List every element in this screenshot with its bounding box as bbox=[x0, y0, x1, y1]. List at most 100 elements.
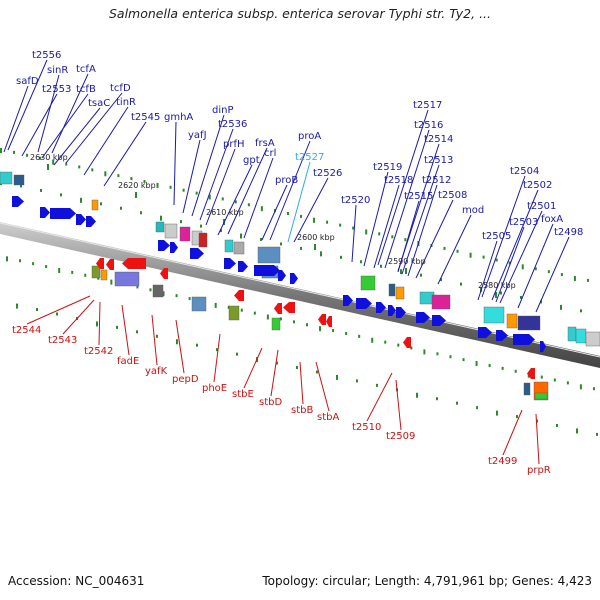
gene-label-t2519[interactable]: t2519 bbox=[373, 162, 402, 173]
forward-gene-arrow[interactable] bbox=[190, 248, 204, 259]
gene-label-t2509[interactable]: t2509 bbox=[386, 431, 415, 442]
gene-feature-block[interactable] bbox=[100, 269, 108, 281]
forward-gene-arrow[interactable] bbox=[86, 216, 96, 227]
gene-label-t2517[interactable]: t2517 bbox=[413, 100, 442, 111]
gene-label-t2544[interactable]: t2544 bbox=[12, 325, 41, 336]
gene-label-t2520[interactable]: t2520 bbox=[341, 195, 370, 206]
gene-label-t2499[interactable]: t2499 bbox=[488, 456, 517, 467]
forward-gene-arrow[interactable] bbox=[513, 334, 535, 345]
gene-label-t2504[interactable]: t2504 bbox=[510, 166, 539, 177]
gene-feature-block[interactable] bbox=[257, 246, 281, 264]
reverse-gene-arrow[interactable] bbox=[122, 258, 146, 269]
gene-label-tcfD[interactable]: tcfD bbox=[110, 83, 131, 94]
gene-label-pepD[interactable]: pepD bbox=[172, 374, 199, 385]
gene-label-proB[interactable]: proB bbox=[275, 175, 298, 186]
gene-label-sinR[interactable]: sinR bbox=[47, 65, 68, 76]
gene-label-t2543[interactable]: t2543 bbox=[48, 335, 77, 346]
reverse-gene-arrow[interactable] bbox=[106, 259, 114, 270]
gene-label-t2503[interactable]: t2503 bbox=[509, 217, 538, 228]
gene-label-foxA[interactable]: foxA bbox=[541, 214, 563, 225]
gene-feature-block[interactable] bbox=[483, 306, 505, 324]
forward-gene-arrow[interactable] bbox=[158, 240, 170, 251]
gene-label-t2514[interactable]: t2514 bbox=[424, 134, 453, 145]
gene-label-frsA[interactable]: frsA bbox=[255, 138, 275, 149]
gene-label-t2536[interactable]: t2536 bbox=[218, 119, 247, 130]
gene-feature-block[interactable] bbox=[91, 265, 101, 279]
gene-label-t2502[interactable]: t2502 bbox=[523, 180, 552, 191]
forward-gene-arrow[interactable] bbox=[396, 307, 406, 318]
gene-feature-block[interactable] bbox=[431, 294, 451, 310]
gene-label-tcfB[interactable]: tcfB bbox=[76, 84, 96, 95]
reverse-gene-arrow[interactable] bbox=[318, 314, 326, 325]
reverse-gene-arrow[interactable] bbox=[96, 258, 104, 269]
forward-gene-arrow[interactable] bbox=[170, 242, 178, 253]
forward-gene-arrow[interactable] bbox=[254, 265, 280, 276]
forward-gene-arrow[interactable] bbox=[478, 327, 492, 338]
gene-feature-block[interactable] bbox=[155, 221, 165, 233]
gene-feature-block[interactable] bbox=[395, 286, 405, 300]
forward-gene-arrow[interactable] bbox=[343, 295, 353, 306]
forward-gene-arrow[interactable] bbox=[238, 261, 248, 272]
gene-feature-block[interactable] bbox=[271, 317, 281, 331]
gene-label-tinR[interactable]: tinR bbox=[116, 97, 136, 108]
forward-gene-arrow[interactable] bbox=[356, 298, 372, 309]
gene-feature-block[interactable] bbox=[164, 223, 178, 239]
gene-feature-block[interactable] bbox=[233, 241, 245, 255]
gene-feature-block[interactable] bbox=[114, 271, 140, 287]
gene-label-prpR[interactable]: prpR bbox=[527, 465, 551, 476]
gene-label-t2505[interactable]: t2505 bbox=[482, 231, 511, 242]
reverse-gene-arrow[interactable] bbox=[274, 303, 282, 314]
gene-label-t2553[interactable]: t2553 bbox=[42, 84, 71, 95]
gene-feature-block[interactable] bbox=[91, 199, 99, 211]
gene-label-t2513[interactable]: t2513 bbox=[424, 155, 453, 166]
gene-label-fadE[interactable]: fadE bbox=[117, 356, 139, 367]
gene-label-proA[interactable]: proA bbox=[298, 131, 321, 142]
gene-feature-block[interactable] bbox=[388, 283, 396, 297]
forward-gene-arrow[interactable] bbox=[76, 214, 86, 225]
gene-feature-block[interactable] bbox=[517, 315, 541, 331]
gene-label-t2515[interactable]: t2515 bbox=[404, 191, 433, 202]
gene-feature-block[interactable] bbox=[0, 171, 13, 185]
gene-feature-block[interactable] bbox=[228, 305, 240, 321]
gene-feature-block[interactable] bbox=[523, 382, 531, 396]
gene-feature-block[interactable] bbox=[585, 331, 600, 347]
forward-gene-arrow[interactable] bbox=[432, 315, 446, 326]
forward-gene-arrow[interactable] bbox=[40, 207, 50, 218]
gene-label-stbB[interactable]: stbB bbox=[291, 405, 313, 416]
gene-feature-block[interactable] bbox=[534, 392, 548, 400]
reverse-gene-arrow[interactable] bbox=[283, 302, 295, 313]
gene-label-stbA[interactable]: stbA bbox=[317, 412, 339, 423]
forward-gene-arrow[interactable] bbox=[224, 258, 236, 269]
forward-gene-arrow[interactable] bbox=[388, 305, 396, 316]
gene-label-t2510[interactable]: t2510 bbox=[352, 422, 381, 433]
gene-label-t2508[interactable]: t2508 bbox=[438, 190, 467, 201]
gene-feature-block[interactable] bbox=[360, 275, 376, 291]
gene-feature-block[interactable] bbox=[575, 328, 587, 344]
gene-feature-block[interactable] bbox=[179, 226, 191, 242]
gene-label-gmhA[interactable]: gmhA bbox=[164, 112, 193, 123]
forward-gene-arrow[interactable] bbox=[290, 273, 298, 284]
gene-label-t2518[interactable]: t2518 bbox=[384, 175, 413, 186]
forward-gene-arrow[interactable] bbox=[278, 270, 286, 281]
reverse-gene-arrow[interactable] bbox=[326, 316, 332, 327]
gene-feature-block[interactable] bbox=[191, 296, 207, 312]
reverse-gene-arrow[interactable] bbox=[234, 290, 244, 301]
gene-label-t2527[interactable]: t2527 bbox=[295, 152, 324, 163]
forward-gene-arrow[interactable] bbox=[540, 341, 546, 352]
gene-label-t2512[interactable]: t2512 bbox=[422, 175, 451, 186]
gene-label-yafK[interactable]: yafK bbox=[145, 366, 168, 377]
gene-label-stbD[interactable]: stbD bbox=[259, 397, 282, 408]
gene-label-gpt[interactable]: gpt bbox=[243, 155, 260, 166]
reverse-gene-arrow[interactable] bbox=[403, 337, 411, 348]
gene-label-t2501[interactable]: t2501 bbox=[527, 201, 556, 212]
gene-feature-block[interactable] bbox=[506, 313, 518, 329]
gene-feature-block[interactable] bbox=[224, 239, 234, 253]
gene-feature-block[interactable] bbox=[152, 284, 164, 298]
gene-label-t2516[interactable]: t2516 bbox=[414, 120, 443, 131]
gene-feature-block[interactable] bbox=[13, 174, 25, 186]
gene-label-t2545[interactable]: t2545 bbox=[131, 112, 160, 123]
reverse-gene-arrow[interactable] bbox=[527, 368, 535, 379]
gene-label-safD[interactable]: safD bbox=[16, 76, 39, 87]
gene-feature-block[interactable] bbox=[198, 232, 208, 248]
gene-label-t2556[interactable]: t2556 bbox=[32, 50, 61, 61]
